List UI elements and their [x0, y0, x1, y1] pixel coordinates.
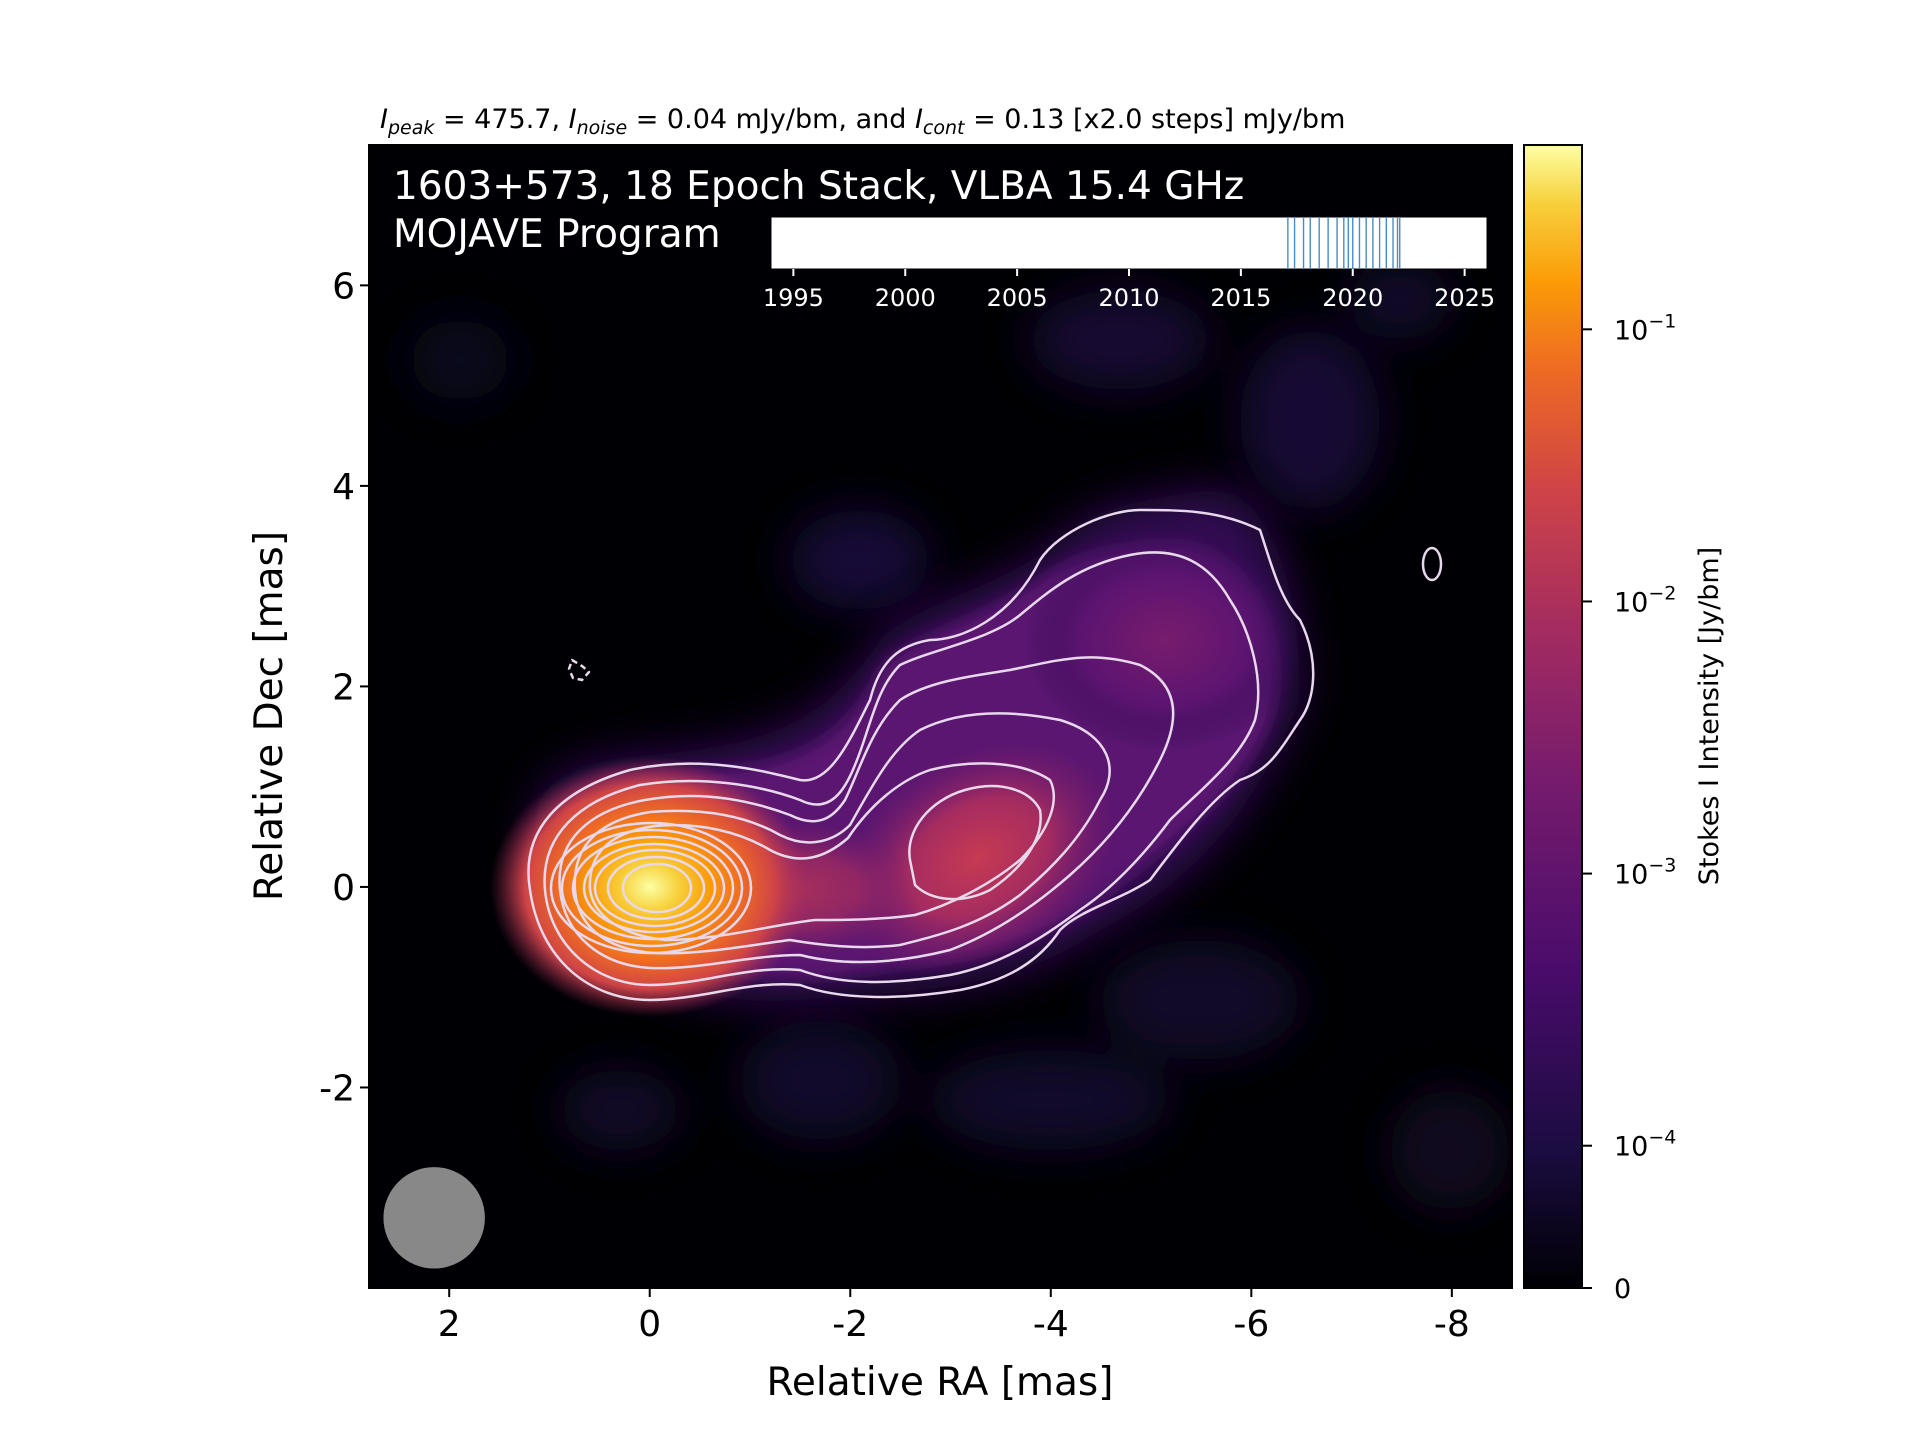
y-axis: -2 0 2 4 6	[319, 266, 369, 1109]
contour-level-12	[606, 855, 706, 921]
y-tick-label: 4	[332, 467, 355, 508]
emission	[490, 489, 1305, 1017]
header-part: I	[380, 104, 388, 135]
contour-level-5	[588, 762, 1055, 942]
epoch-timeline-box	[770, 216, 1488, 270]
epoch-tick-label: 2005	[987, 284, 1048, 312]
contour-isolated-north	[1421, 546, 1443, 582]
epoch-lines	[1287, 217, 1401, 269]
colorbar-tick-base: 10	[1614, 587, 1648, 618]
header-part: I	[915, 104, 923, 135]
header-part: cont	[923, 117, 966, 139]
contour-level-2	[543, 551, 1260, 987]
header-part: I	[569, 104, 577, 135]
contour-level-8	[560, 828, 744, 948]
x-axis-label: Relative RA [mas]	[767, 1360, 1114, 1405]
epoch-tick-label: 2020	[1322, 284, 1383, 312]
colorbar-tick-exp: −4	[1648, 1127, 1676, 1149]
colorbar-tick-base: 10	[1614, 1132, 1648, 1163]
core-glow	[490, 757, 810, 1017]
colorbar-tick-base: 10	[1614, 860, 1648, 891]
epoch-tick-label: 2015	[1210, 284, 1271, 312]
colorbar-ticks: 010−410−310−210−1	[1582, 310, 1676, 1305]
contour-negative	[567, 658, 591, 682]
y-tick-label: -2	[319, 1068, 355, 1109]
colorbar-tick-exp: −2	[1648, 582, 1676, 604]
contour-level-6	[908, 784, 1042, 901]
colorbar-tick-label: 0	[1614, 1274, 1631, 1305]
contour-level-13	[621, 862, 693, 914]
y-tick-label: 0	[332, 868, 355, 909]
colorbar-label: Stokes I Intensity [Jy/bm]	[1694, 547, 1725, 885]
colorbar-tick-label: 10−1	[1614, 310, 1676, 346]
colorbar: 010−410−310−210−1 Stokes I Intensity [Jy…	[1523, 144, 1725, 1305]
x-axis: 2 0 -2 -4 -6 -8	[438, 1288, 1470, 1345]
contour-level-4	[573, 712, 1111, 955]
contour-level-9	[571, 835, 735, 941]
epoch-tick-label: 2025	[1434, 284, 1495, 312]
outer-jet-glow	[1025, 530, 1305, 750]
contour-level-10	[582, 842, 726, 934]
contour-level-3	[558, 656, 1175, 970]
header-part: = 0.04 mJy/bm, and	[627, 104, 915, 135]
colorbar-tick-exp: −1	[1648, 310, 1676, 332]
plot-title-line1: 1603+573, 18 Epoch Stack, VLBA 15.4 GHz	[393, 164, 1244, 209]
contours	[527, 508, 1443, 1002]
header-part: = 0.13 [x2.0 steps] mJy/bm	[964, 104, 1345, 135]
colorbar-gradient	[1523, 144, 1583, 1289]
y-axis-label: Relative Dec [mas]	[247, 531, 292, 901]
y-tick-label: 6	[332, 266, 355, 307]
beam-ellipse	[383, 1167, 485, 1269]
epoch-tick-label: 2010	[1098, 284, 1159, 312]
x-tick-label: 2	[438, 1304, 461, 1345]
header-part: peak	[387, 117, 435, 139]
epoch-tick-label: 1995	[763, 284, 824, 312]
x-tick-label: -2	[832, 1304, 868, 1345]
image-frame	[368, 144, 1513, 1289]
image-area: 1603+573, 18 Epoch Stack, VLBA 15.4 GHz …	[369, 145, 1512, 1288]
plot-title-line2: MOJAVE Program	[393, 212, 721, 257]
noise-patches	[410, 260, 1510, 1210]
x-tick-label: 0	[638, 1304, 661, 1345]
intensity-header: Ipeak = 475.7, Inoise = 0.04 mJy/bm, and…	[380, 104, 1345, 139]
epoch-tick-label: 2000	[875, 284, 936, 312]
colorbar-tick-exp: −3	[1648, 855, 1676, 877]
epoch-timeline: 1995 2000 2005 2010 2015 2020 2025	[763, 216, 1495, 312]
colorbar-tick-label: 10−2	[1614, 582, 1676, 618]
y-tick-label: 2	[332, 667, 355, 708]
contour-level-7	[549, 821, 753, 955]
x-tick-label: -6	[1233, 1304, 1269, 1345]
contour-level-1	[527, 508, 1315, 1002]
header-part: noise	[577, 117, 628, 139]
colorbar-tick-label: 10−3	[1614, 855, 1676, 891]
epoch-ticks: 1995 2000 2005 2010 2015 2020 2025	[763, 269, 1495, 312]
x-tick-label: -8	[1434, 1304, 1470, 1345]
contour-level-11	[593, 848, 717, 928]
colorbar-tick-label: 10−4	[1614, 1127, 1676, 1163]
header-part: = 475.7,	[434, 104, 568, 135]
colorbar-tick-base: 10	[1614, 315, 1648, 346]
x-tick-label: -4	[1033, 1304, 1069, 1345]
